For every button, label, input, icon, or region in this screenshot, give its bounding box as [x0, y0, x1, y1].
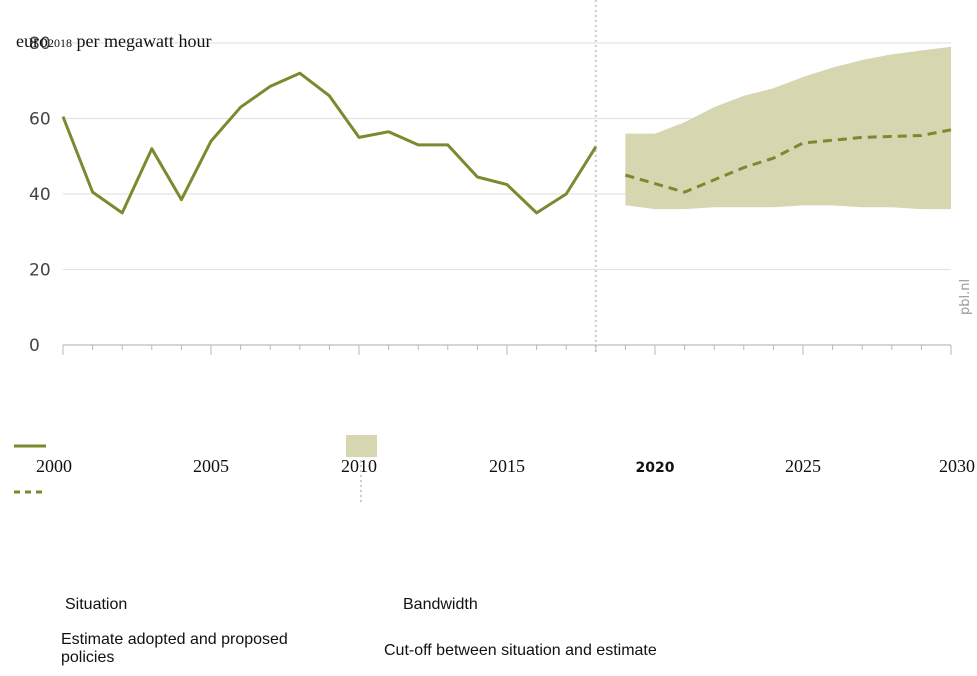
series-line-estimate — [624, 128, 952, 194]
x-axis — [62, 344, 952, 355]
x-tick-label-2005: 2005 — [193, 456, 229, 476]
legend-label-bandwidth: Bandwidth — [403, 596, 478, 613]
x-tick-label-2000: 2000 — [36, 456, 72, 476]
watermark-text: pbl.nl — [958, 279, 973, 315]
bandwidth-band-layer — [625, 46, 951, 210]
legend-label-cutoff: Cut-off between situation and estimate — [384, 642, 657, 659]
x-tick-label-2015: 2015 — [489, 456, 525, 476]
legend-swatch-bandwidth — [346, 435, 377, 457]
y-axis-label-tail: per megawatt hour — [72, 31, 211, 51]
y-tick-label-40: 40 — [29, 185, 51, 205]
y-axis-label: euro2018 per megawatt hour — [16, 31, 211, 51]
series-layer — [61, 71, 952, 215]
x-tick-label-2030: 2030 — [939, 456, 975, 476]
x-tick-label-2010: 2010 — [341, 456, 377, 476]
x-tick-labels: 2000 2005 2010 2015 2020 2025 2030 — [36, 456, 975, 476]
legend-label-situation: Situation — [65, 596, 128, 613]
legend-label-estimate: Estimate adopted and proposed policies — [61, 631, 288, 666]
x-tick-label-2025: 2025 — [785, 456, 821, 476]
y-tick-label-60: 60 — [29, 110, 51, 130]
y-tick-label-20: 20 — [29, 261, 51, 281]
bandwidth-band — [625, 46, 951, 210]
y-tick-label-0: 0 — [29, 336, 40, 356]
x-tick-label-2020: 2020 — [636, 460, 675, 476]
y-axis-label-unit: euro — [16, 31, 48, 51]
y-tick-label-80: 80 — [29, 34, 51, 54]
series-line-situation — [61, 71, 598, 215]
y-axis-label-year: 2018 — [48, 36, 72, 50]
y-tick-labels: 0 20 40 60 80 — [29, 34, 51, 356]
